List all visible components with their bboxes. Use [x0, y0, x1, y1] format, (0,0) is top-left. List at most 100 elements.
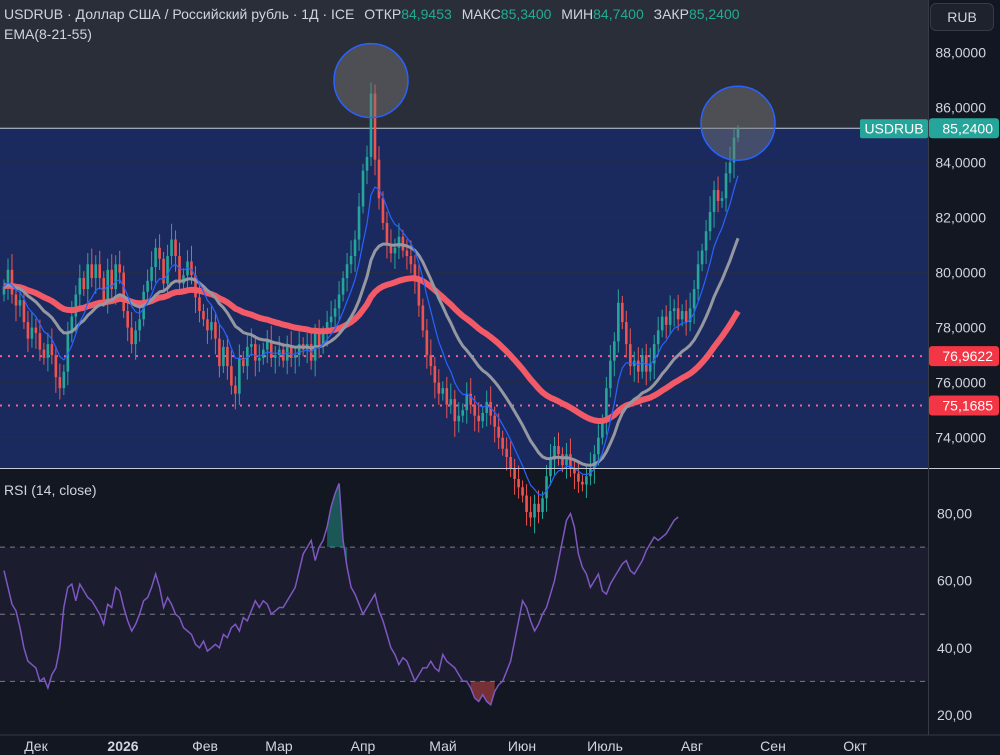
candle: [146, 280, 149, 292]
close-value: 85,2400: [688, 6, 740, 22]
time-tick-label: 2026: [107, 738, 138, 754]
currency-button[interactable]: RUB: [930, 3, 994, 31]
candle: [405, 250, 409, 257]
time-tick-label: Сен: [760, 738, 786, 754]
candle: [78, 278, 82, 295]
close-label: ЗАКР: [653, 6, 689, 22]
candle: [6, 269, 10, 287]
candle: [369, 93, 373, 157]
candle: [158, 247, 161, 259]
candle: [569, 454, 572, 468]
time-tick-label: Дек: [24, 738, 48, 754]
candle: [537, 503, 540, 513]
candle: [501, 437, 504, 449]
level-badge: [929, 395, 999, 416]
candle: [18, 300, 22, 306]
candle: [465, 393, 469, 411]
rsi-line: [3, 483, 679, 707]
candle: [577, 473, 580, 482]
candle: [672, 308, 676, 312]
candle: [122, 272, 125, 312]
candle: [118, 264, 121, 273]
candle: [98, 264, 102, 279]
time-axis-bg: [0, 735, 1000, 755]
rsi-pane[interactable]: [0, 483, 928, 707]
high-circle[interactable]: [333, 42, 409, 119]
candle: [325, 322, 329, 334]
candle: [162, 258, 165, 284]
last-price-badge: [929, 118, 999, 139]
candle: [34, 327, 38, 334]
candle: [269, 341, 273, 358]
candle: [42, 349, 46, 358]
candle: [337, 294, 341, 309]
candle: [329, 316, 333, 323]
low-value: 84,7400: [593, 6, 644, 22]
candle: [636, 360, 640, 372]
level-badge: [929, 346, 999, 367]
candle: [513, 468, 516, 480]
candle: [593, 454, 596, 468]
open-label: ОТКР: [364, 6, 402, 22]
price-tick-label: 88,0000: [935, 44, 986, 60]
rsi-tick-label: 40,00: [937, 640, 972, 656]
candle: [425, 330, 429, 356]
candle: [94, 264, 98, 279]
candle: [648, 363, 652, 372]
candle: [82, 278, 86, 290]
candle: [14, 294, 18, 306]
candle: [609, 360, 612, 389]
candle: [660, 316, 664, 331]
candle: [190, 261, 193, 276]
candle: [461, 410, 465, 416]
candle: [517, 479, 520, 488]
candle: [413, 264, 417, 279]
ema-legend[interactable]: EMA(8-21-55): [4, 26, 92, 42]
candle: [628, 344, 632, 367]
candle: [509, 456, 512, 468]
candle: [700, 250, 704, 265]
candle: [130, 327, 133, 345]
candle: [30, 327, 34, 339]
candle: [429, 355, 433, 367]
candle: [26, 322, 30, 339]
candle: [433, 366, 437, 383]
candle: [644, 355, 648, 372]
candle: [74, 294, 78, 317]
candle: [601, 421, 604, 438]
candle: [285, 346, 289, 361]
candle: [668, 311, 672, 325]
high-circle[interactable]: [700, 85, 776, 162]
candle: [716, 189, 720, 201]
time-tick-label: Окт: [843, 738, 867, 754]
candle: [525, 495, 528, 513]
candle: [688, 308, 692, 323]
high-value: 85,3400: [500, 6, 552, 22]
candle: [178, 256, 181, 284]
price-pane[interactable]: [0, 0, 928, 534]
time-tick-label: Фев: [192, 738, 218, 754]
ema21-line: [3, 237, 740, 467]
candle: [385, 222, 389, 246]
candle: [704, 231, 708, 251]
candle: [265, 341, 269, 350]
candle: [696, 264, 700, 290]
candle: [561, 454, 564, 466]
candle: [134, 330, 137, 345]
candle: [154, 247, 157, 268]
candle: [321, 333, 325, 347]
candle: [202, 311, 205, 320]
candle: [106, 269, 110, 301]
low-label: МИН: [561, 6, 594, 22]
candle: [210, 322, 213, 331]
candle: [254, 344, 257, 361]
rsi-legend[interactable]: RSI (14, close): [4, 482, 97, 498]
candle: [170, 239, 173, 257]
candle: [226, 346, 229, 367]
candle: [2, 286, 6, 295]
candle: [493, 415, 496, 427]
candle: [10, 269, 14, 295]
candle: [573, 468, 576, 474]
